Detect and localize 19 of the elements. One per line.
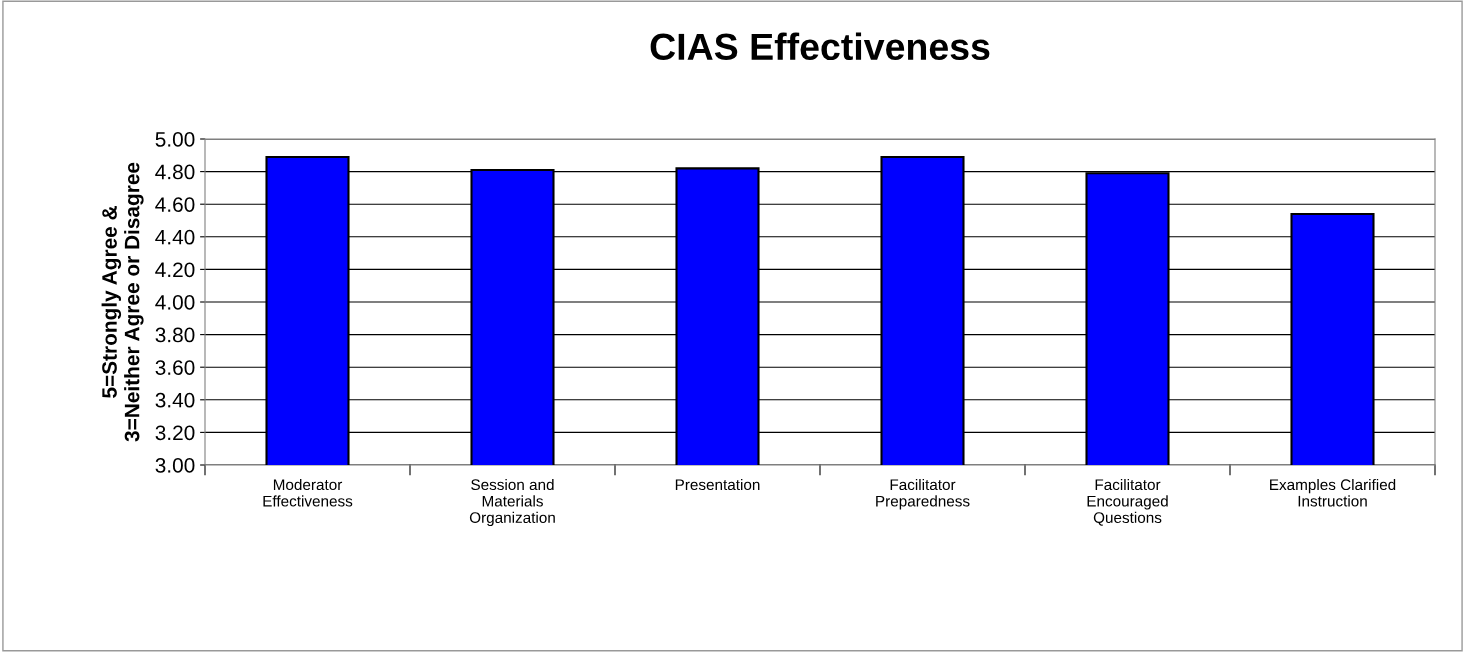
y-tick-label: 3.80	[155, 327, 195, 343]
x-tick-label: Moderator Effectiveness	[263, 478, 353, 507]
x-tick-label: Examples Clarified Instruction	[1270, 478, 1396, 507]
y-tick-label: 5.00	[155, 132, 195, 147]
y-tick-label: 3.60	[155, 360, 195, 375]
y-tick-label: 4.20	[155, 262, 195, 278]
y-axis-title: 5=Strongly Agree & 3=Neither Agree or Disagree	[101, 162, 144, 442]
chart-title: CIAS Effectiveness	[650, 32, 990, 61]
y-tick-label: 4.80	[155, 164, 195, 180]
y-tick-label: 3.40	[155, 392, 195, 408]
x-tick-label: Facilitator Encouraged Questions	[1087, 478, 1168, 526]
y-tick-label: 3.20	[155, 425, 195, 441]
y-tick-label: 4.00	[155, 295, 195, 310]
x-tick-label: Presentation	[675, 478, 760, 491]
x-tick-label: Session and Materials Organization	[469, 478, 555, 527]
y-tick-label: 4.40	[155, 229, 195, 245]
y-tick-label: 3.00	[155, 458, 195, 473]
x-tick-label: Facilitator Preparedness	[876, 478, 970, 510]
y-tick-label: 4.60	[155, 197, 195, 212]
